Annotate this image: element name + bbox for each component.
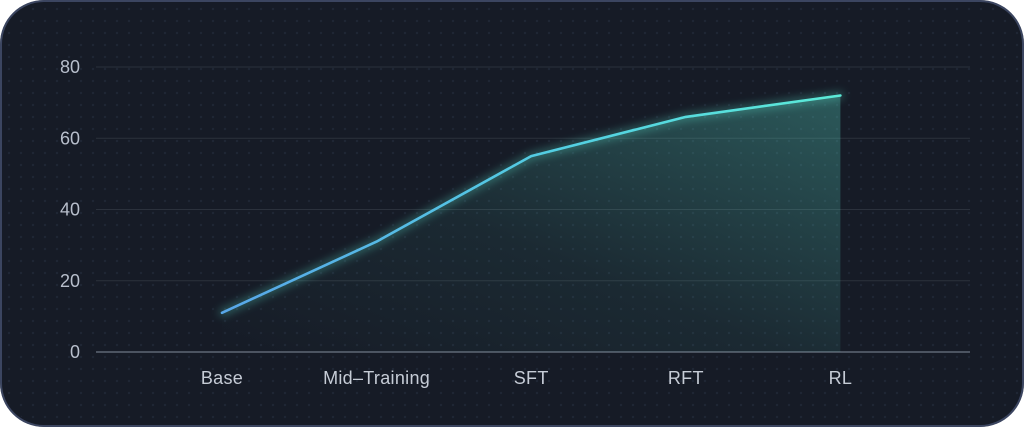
x-category-label: RL	[829, 368, 853, 388]
x-category-label: RFT	[668, 368, 704, 388]
y-tick-label: 60	[60, 128, 80, 148]
data-line	[220, 94, 842, 315]
y-tick-label: 20	[60, 271, 80, 291]
y-tick-label: 40	[60, 200, 80, 220]
y-tick-label: 80	[60, 57, 80, 77]
y-tick-label: 0	[70, 342, 80, 362]
x-category-label: Base	[201, 368, 243, 388]
x-category-label: Mid–Training	[323, 368, 430, 388]
x-category-label: SFT	[514, 368, 549, 388]
area-fill	[222, 95, 841, 352]
